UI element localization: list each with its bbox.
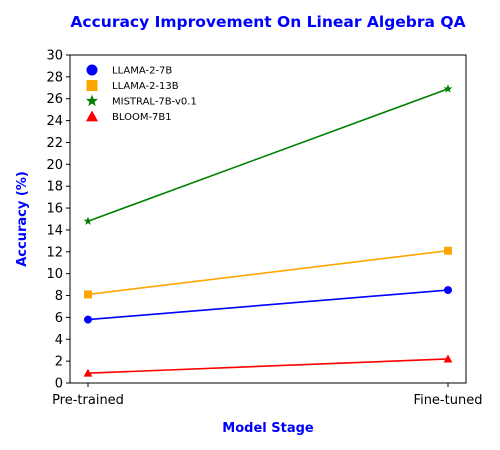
legend-entry: LLAMA-2-13B: [86, 80, 179, 92]
legend-label: MISTRAL-7B-v0.1: [112, 97, 197, 108]
y-tick-label: 8: [55, 289, 63, 304]
y-axis-label: Accuracy (%): [15, 171, 30, 267]
y-tick-label: 12: [46, 245, 63, 260]
y-tick-label: 20: [46, 158, 63, 173]
y-tick-label: 24: [46, 114, 63, 129]
legend-marker: [86, 80, 98, 91]
x-tick-label: Fine-tuned: [414, 393, 483, 408]
plot-area-frame: [69, 54, 467, 384]
x-tick-label: Pre-trained: [52, 393, 124, 408]
x-axis: Pre-trained Fine-tuned: [52, 383, 482, 408]
data-point: [444, 286, 452, 295]
y-tick-label: 6: [55, 311, 63, 326]
data-point: [84, 290, 92, 299]
legend-marker: [86, 64, 98, 76]
y-tick-label: 4: [55, 333, 63, 348]
y-tick-label: 2: [55, 355, 63, 370]
series-line: [87, 249, 449, 296]
data-point: [83, 368, 93, 377]
y-tick-label: 26: [46, 92, 63, 107]
y-tick-label: 14: [46, 223, 63, 238]
y-tick-label: 22: [46, 136, 63, 151]
legend-entry: LLAMA-2-7B: [86, 64, 172, 77]
legend-marker: [85, 94, 99, 107]
series-line: [87, 358, 449, 374]
data-point: [83, 216, 93, 225]
chart-title: Accuracy Improvement On Linear Algebra Q…: [70, 13, 465, 31]
legend-marker: [85, 110, 99, 122]
y-tick-label: 10: [46, 267, 63, 282]
series-line: [87, 289, 449, 321]
series-bloom-7b1: [83, 354, 453, 377]
series-layer: [83, 84, 453, 377]
data-point: [443, 84, 453, 93]
y-tick-label: 28: [46, 70, 63, 85]
legend-label: LLAMA-2-13B: [112, 81, 179, 92]
data-point: [444, 246, 452, 255]
y-tick-label: 16: [46, 202, 63, 217]
y-tick-label: 30: [46, 49, 63, 64]
y-tick-label: 18: [46, 180, 63, 195]
legend-entry: MISTRAL-7B-v0.1: [85, 94, 197, 108]
legend: LLAMA-2-7B LLAMA-2-13B MISTRAL-7B-v0.1 BLOO…: [85, 64, 197, 123]
series-line: [87, 88, 449, 222]
series-mistral-7b-v0.1: [83, 84, 453, 225]
data-point: [443, 354, 453, 363]
legend-label: BLOOM-7B1: [112, 112, 172, 123]
series-llama-2-13b: [84, 246, 452, 299]
series-llama-2-7b: [84, 286, 452, 324]
legend-entry: BLOOM-7B1: [85, 110, 172, 123]
x-axis-label: Model Stage: [222, 421, 314, 436]
data-point: [84, 315, 92, 324]
y-tick-label: 0: [55, 377, 63, 392]
legend-label: LLAMA-2-7B: [112, 66, 172, 77]
